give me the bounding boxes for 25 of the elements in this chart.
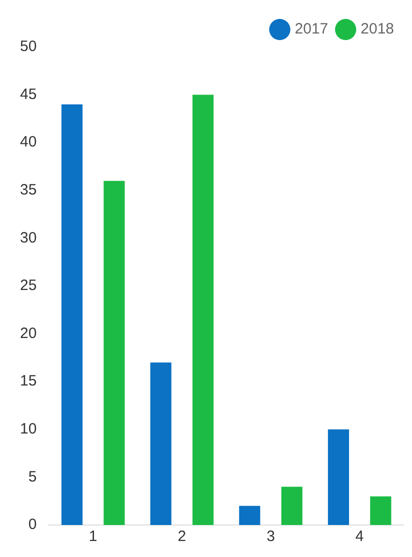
x-tick-label: 1 xyxy=(88,528,98,546)
y-tick-label: 20 xyxy=(20,324,37,342)
bar xyxy=(192,94,214,525)
bar xyxy=(61,104,83,525)
legend-label: 2017 xyxy=(294,20,328,38)
y-tick-label: 15 xyxy=(20,372,37,390)
bar xyxy=(328,429,350,525)
x-tick-label: 2 xyxy=(178,528,186,546)
x-tick-label: 4 xyxy=(355,528,364,546)
y-tick-label: 45 xyxy=(20,86,37,103)
y-tick-label: 30 xyxy=(20,229,37,246)
bar xyxy=(281,486,302,525)
y-tick-label: 50 xyxy=(20,38,37,56)
y-tick-label: 5 xyxy=(28,468,37,486)
y-tick-label: 25 xyxy=(20,277,37,294)
y-tick-label: 10 xyxy=(20,420,37,438)
bar xyxy=(239,506,260,525)
bar xyxy=(104,180,125,525)
bar xyxy=(150,362,172,525)
y-tick-label: 0 xyxy=(28,516,37,534)
y-tick-label: 35 xyxy=(20,182,37,199)
y-tick-label: 40 xyxy=(20,134,37,151)
x-tick-label: 3 xyxy=(266,528,275,546)
bar xyxy=(370,496,392,525)
legend-label: 2018 xyxy=(360,20,394,38)
